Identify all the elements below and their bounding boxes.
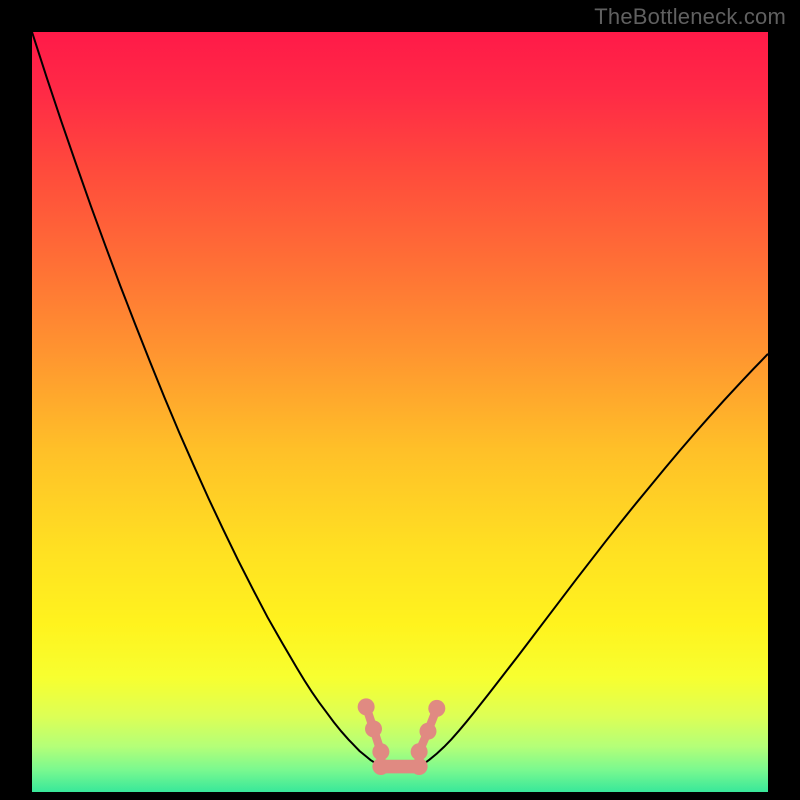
bottleneck-chart-svg <box>32 32 768 792</box>
plot-area <box>32 32 768 792</box>
watermark-text: TheBottleneck.com <box>594 4 786 30</box>
chart-frame: TheBottleneck.com <box>0 0 800 800</box>
gradient-background <box>32 32 768 792</box>
